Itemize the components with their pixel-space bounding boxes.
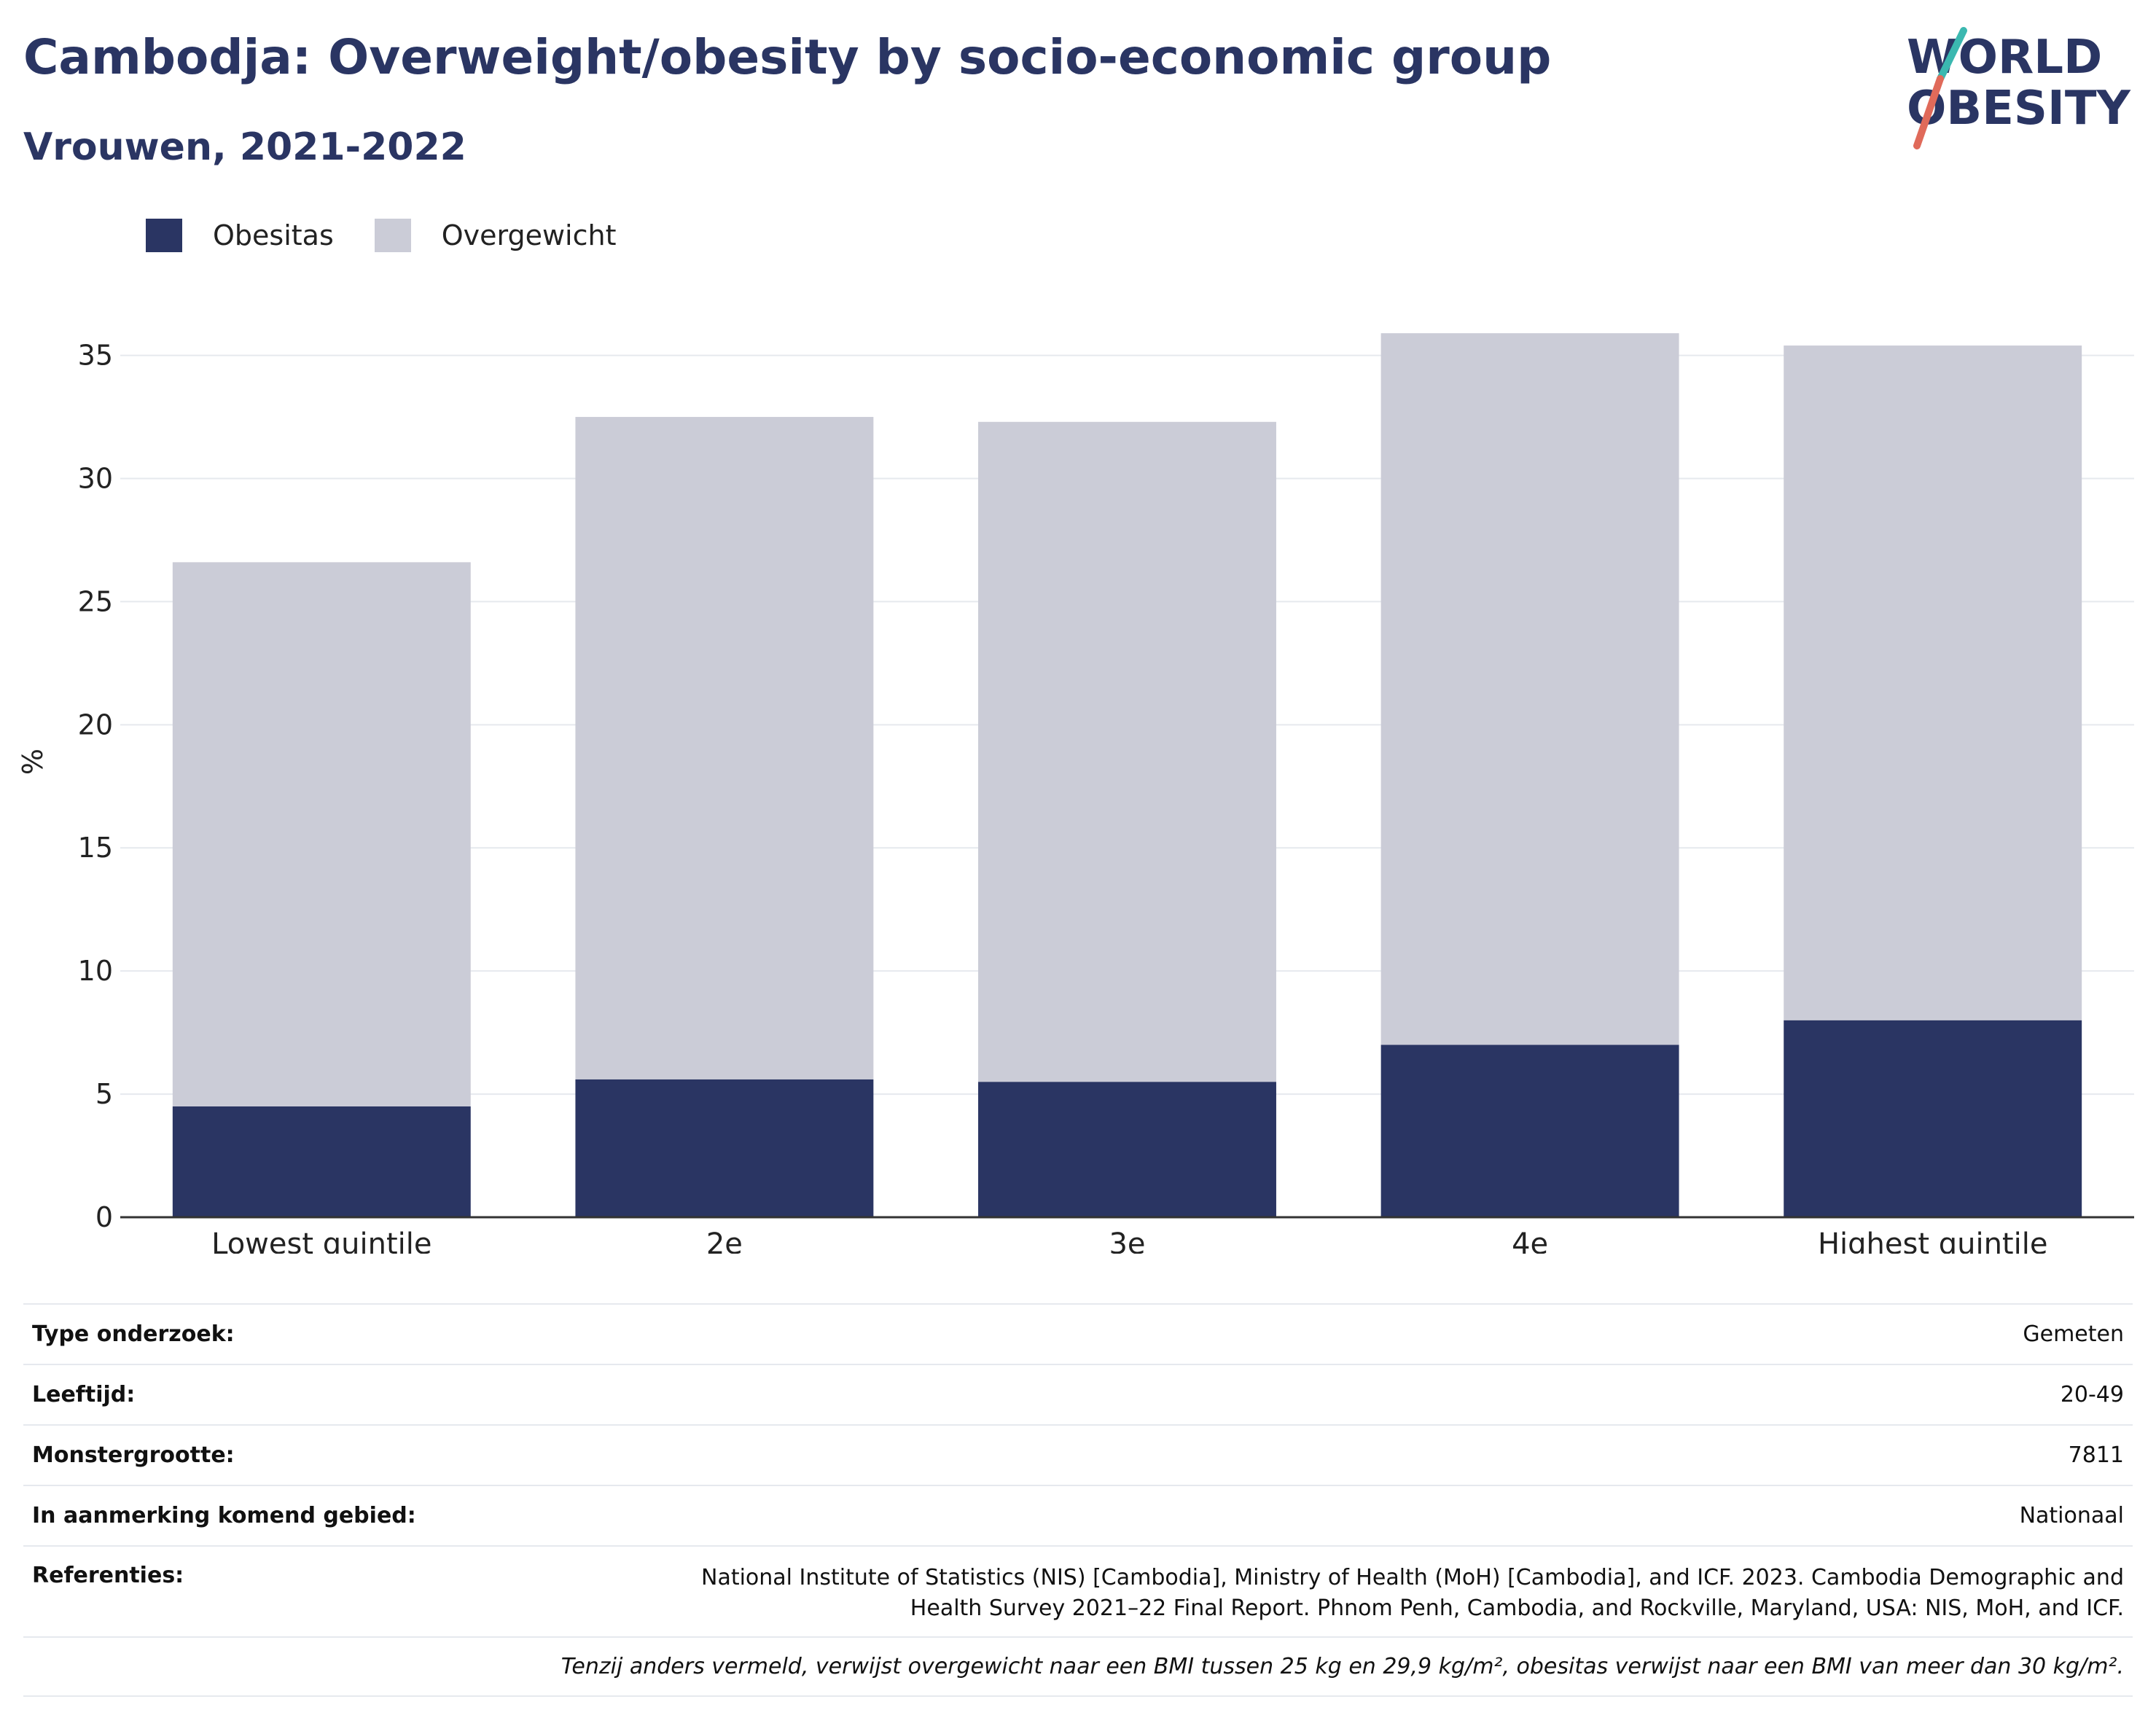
meta-label: Referenties: bbox=[32, 1563, 184, 1588]
meta-label: Type onderzoek: bbox=[32, 1321, 235, 1347]
chart-subtitle: Vrouwen, 2021-2022 bbox=[23, 125, 466, 169]
bar-overgewicht-4 bbox=[1784, 345, 2082, 1020]
x-tick-label: 4e bbox=[1512, 1227, 1548, 1254]
meta-row-references: Referenties: National Institute of Stati… bbox=[23, 1545, 2133, 1636]
meta-value: Nationaal bbox=[2019, 1503, 2124, 1528]
y-tick-label: 20 bbox=[78, 708, 113, 741]
legend: Obesitas Overgewicht bbox=[146, 217, 657, 254]
bar-obesitas-4 bbox=[1784, 1020, 2082, 1217]
x-tick-label: 2e bbox=[706, 1227, 743, 1254]
y-tick-label: 35 bbox=[78, 340, 113, 372]
legend-item-obesitas[interactable]: Obesitas bbox=[146, 219, 334, 252]
legend-label-obesitas: Obesitas bbox=[213, 219, 334, 251]
bar-obesitas-3 bbox=[1380, 1044, 1679, 1217]
bar-overgewicht-3 bbox=[1380, 333, 1679, 1045]
meta-row-note: Tenzij anders vermeld, verwijst overgewi… bbox=[23, 1636, 2133, 1697]
legend-swatch-obesitas bbox=[146, 219, 182, 252]
meta-value: 20-49 bbox=[2060, 1382, 2124, 1407]
bar-obesitas-1 bbox=[575, 1079, 874, 1217]
logo-slash-coral bbox=[1913, 75, 1944, 149]
world-obesity-logo: WORLD OBESITY bbox=[1907, 27, 2130, 149]
x-tick-label: 3e bbox=[1109, 1227, 1145, 1254]
meta-row-age: Leeftijd: 20-49 bbox=[23, 1364, 2133, 1424]
y-tick-label: 25 bbox=[78, 585, 113, 617]
bar-overgewicht-1 bbox=[575, 417, 874, 1079]
x-tick-label: Highest quintile bbox=[1818, 1227, 2048, 1254]
meta-row-sample-size: Monstergrootte: 7811 bbox=[23, 1424, 2133, 1485]
x-tick-label: Lowest quintile bbox=[211, 1227, 431, 1254]
meta-value: Gemeten bbox=[2023, 1321, 2124, 1347]
y-tick-label: 10 bbox=[78, 955, 113, 987]
meta-row-area: In aanmerking komend gebied: Nationaal bbox=[23, 1485, 2133, 1545]
meta-label: In aanmerking komend gebied: bbox=[32, 1503, 416, 1528]
logo-line1: WORLD bbox=[1907, 31, 2102, 85]
y-tick-label: 30 bbox=[78, 462, 113, 494]
metadata-table: Type onderzoek: Gemeten Leeftijd: 20-49 … bbox=[23, 1303, 2133, 1697]
logo-line2: OBESITY bbox=[1907, 82, 2130, 136]
stacked-bar-chart: 0 5 10 15 20 25 30 35% Lowest quintile 2e 3e 4e High… bbox=[17, 333, 2134, 1254]
meta-label: Leeftijd: bbox=[32, 1382, 136, 1407]
meta-value: 7811 bbox=[2068, 1442, 2124, 1468]
y-tick-label: 15 bbox=[78, 832, 113, 864]
chart-title: Cambodja: Overweight/obesity by socio-ec… bbox=[23, 29, 1552, 85]
bar-obesitas-0 bbox=[172, 1106, 471, 1217]
meta-row-survey-type: Type onderzoek: Gemeten bbox=[23, 1303, 2133, 1364]
meta-label: Monstergrootte: bbox=[32, 1442, 235, 1468]
y-axis-label: % bbox=[17, 749, 49, 775]
bar-overgewicht-0 bbox=[172, 562, 471, 1106]
y-tick-label: 0 bbox=[95, 1201, 113, 1233]
legend-label-overgewicht: Overgewicht bbox=[441, 219, 617, 251]
bar-obesitas-2 bbox=[978, 1082, 1276, 1217]
y-tick-label: 5 bbox=[95, 1078, 113, 1110]
legend-item-overgewicht[interactable]: Overgewicht bbox=[374, 219, 617, 252]
definition-note: Tenzij anders vermeld, verwijst overgewi… bbox=[561, 1654, 2124, 1679]
legend-swatch-overgewicht bbox=[374, 219, 411, 252]
bar-overgewicht-2 bbox=[978, 421, 1276, 1082]
references-text: National Institute of Statistics (NIS) [… bbox=[701, 1565, 2124, 1621]
logo-slash-teal bbox=[1937, 27, 1967, 82]
